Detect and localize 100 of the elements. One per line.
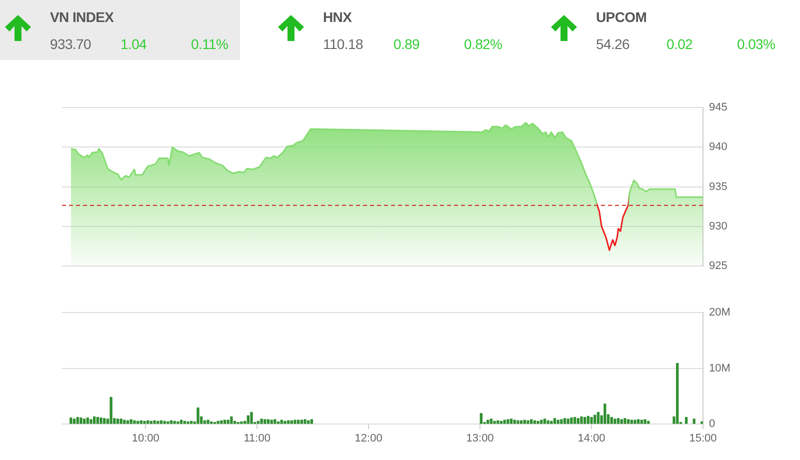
bar	[166, 421, 170, 424]
bar	[206, 420, 210, 424]
bar	[546, 420, 550, 424]
bar	[634, 420, 636, 424]
bar	[526, 420, 530, 424]
bar	[276, 421, 280, 424]
y-tick-label: 20M	[709, 306, 730, 319]
bar	[260, 418, 263, 424]
text: 54.26	[596, 36, 630, 52]
bar	[163, 420, 166, 424]
bar	[616, 418, 620, 424]
bar	[256, 420, 260, 424]
bar	[160, 420, 163, 424]
bar	[560, 419, 563, 424]
bar	[624, 418, 626, 424]
bar	[136, 420, 140, 424]
x-tick-label: 11:00	[244, 432, 270, 445]
bar	[510, 418, 513, 424]
bar	[630, 420, 633, 424]
bar	[604, 404, 606, 424]
text: VN INDEX	[50, 9, 114, 25]
bar	[266, 419, 270, 424]
bar	[304, 419, 306, 424]
bar	[280, 420, 283, 424]
y-tick-label: 925	[709, 260, 728, 272]
bar	[223, 420, 226, 424]
bar	[566, 418, 570, 424]
bar	[614, 418, 616, 424]
bar	[220, 420, 223, 424]
bar	[183, 420, 186, 424]
bar	[610, 416, 613, 424]
bar	[523, 420, 526, 424]
bar	[596, 412, 600, 424]
bar	[72, 418, 76, 424]
bar	[503, 420, 506, 424]
bar	[294, 420, 296, 424]
bar	[170, 420, 173, 424]
text: 110.18	[323, 36, 363, 52]
bar	[82, 418, 86, 424]
bar	[240, 421, 243, 424]
bar	[274, 419, 276, 424]
bar	[216, 420, 220, 424]
bar	[190, 420, 193, 424]
bar	[290, 420, 293, 424]
bar	[297, 420, 300, 424]
bar	[203, 420, 206, 424]
bar	[594, 414, 596, 424]
bar	[130, 419, 132, 424]
bar	[96, 416, 100, 424]
text: 1.04	[120, 36, 147, 52]
text: 0.03%	[737, 36, 776, 52]
bar	[120, 418, 122, 424]
text: HNX	[323, 9, 352, 25]
bar	[490, 418, 493, 424]
bar	[80, 418, 82, 424]
bar	[553, 418, 556, 424]
bar	[530, 419, 533, 424]
bar	[516, 420, 520, 424]
bar	[284, 420, 286, 424]
bar	[676, 362, 679, 424]
bar	[550, 420, 553, 424]
bar	[310, 419, 314, 424]
bar	[210, 421, 213, 424]
bar	[580, 416, 583, 424]
bar	[506, 419, 510, 424]
bar	[250, 412, 253, 424]
bar	[563, 418, 566, 424]
bar	[647, 420, 650, 424]
text: 0.02	[666, 36, 693, 52]
bar	[226, 420, 230, 424]
bar	[307, 420, 310, 424]
y-tick-label: 930	[709, 220, 728, 232]
bar	[100, 418, 102, 424]
bar	[570, 418, 573, 424]
bar	[573, 416, 576, 424]
bar	[246, 415, 250, 424]
text: 0.82%	[464, 36, 502, 52]
bar	[496, 420, 500, 424]
bar	[540, 420, 543, 424]
bar	[230, 416, 233, 424]
y-tick-label: 935	[709, 180, 728, 193]
bar	[196, 408, 200, 424]
bar	[533, 420, 536, 424]
y-tick-label: 940	[709, 141, 728, 154]
bar	[493, 420, 496, 424]
bar	[86, 418, 89, 424]
bar	[153, 420, 156, 424]
bar	[543, 418, 546, 424]
bar	[286, 420, 290, 424]
bar	[576, 418, 580, 424]
bar	[300, 420, 304, 424]
bar	[536, 420, 540, 424]
bar	[180, 420, 183, 424]
bar	[620, 419, 623, 424]
bar	[692, 418, 696, 424]
bar	[126, 420, 130, 424]
x-tick-label: 12:00	[354, 432, 382, 445]
bar	[70, 418, 72, 424]
bar	[556, 420, 560, 424]
text: UPCOM	[596, 9, 647, 25]
